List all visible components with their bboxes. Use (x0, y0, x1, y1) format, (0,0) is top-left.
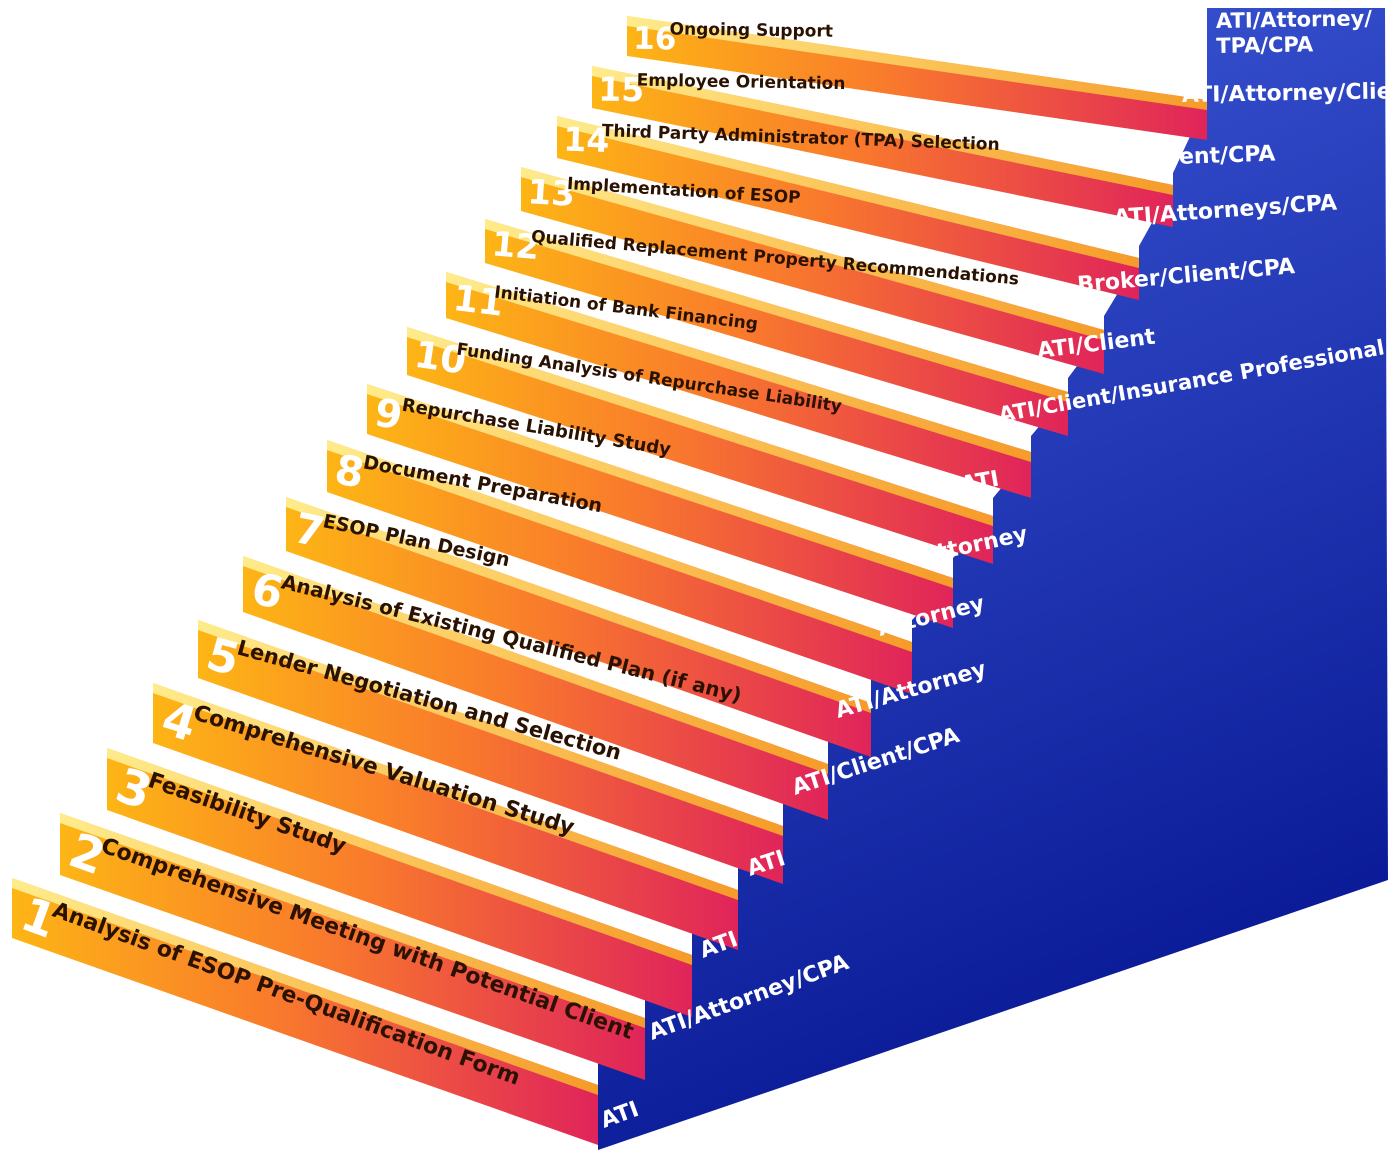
step-riser (557, 116, 1139, 300)
step-riser (521, 167, 1104, 374)
step-riser (446, 272, 1031, 498)
step-riser (153, 683, 738, 950)
step-tread (153, 683, 738, 900)
step-tread (521, 167, 1104, 340)
step-tread (446, 272, 1031, 462)
step-tread (627, 16, 1207, 110)
step-responsible-party: ATI/Attorney/Client (1182, 79, 1393, 108)
step-tread (107, 748, 692, 965)
step-number: 13 (526, 172, 576, 215)
step-number: 12 (490, 224, 541, 268)
step-tread (60, 813, 645, 1028)
step-tread (485, 219, 1068, 402)
step-tread (198, 620, 783, 836)
step-tread (243, 556, 828, 774)
step-label: Ongoing Support (669, 19, 833, 41)
step-riser (485, 219, 1068, 436)
step-tread (367, 384, 953, 588)
step-riser (107, 748, 692, 1017)
step-tread (12, 878, 598, 1095)
step-number: 10 (412, 333, 469, 383)
step-riser (60, 813, 645, 1080)
step-riser (327, 440, 912, 694)
step-label: Employee Orientation (637, 71, 846, 95)
step-riser (367, 384, 953, 628)
step-responsible-party: ATI (959, 467, 1001, 498)
step-responsible-party: Client/CPA (1147, 142, 1275, 171)
step-tread (407, 327, 993, 526)
step-tread (327, 440, 912, 652)
step-tread (592, 66, 1173, 195)
step-riser (407, 327, 993, 564)
staircase-side-face (598, 8, 1388, 1150)
step-riser (198, 620, 783, 884)
step-tread (557, 116, 1139, 268)
step-riser (243, 556, 828, 820)
step-riser (286, 497, 871, 757)
step-riser (592, 66, 1173, 227)
step-responsible-party: ATI/Attorney/TPA/CPA (1216, 6, 1373, 58)
step-tread (286, 497, 871, 713)
step-number: 14 (563, 119, 610, 160)
step-number: 15 (598, 69, 645, 109)
step-number: 11 (451, 278, 506, 325)
step-number: 16 (633, 21, 677, 58)
step-riser (12, 878, 598, 1145)
